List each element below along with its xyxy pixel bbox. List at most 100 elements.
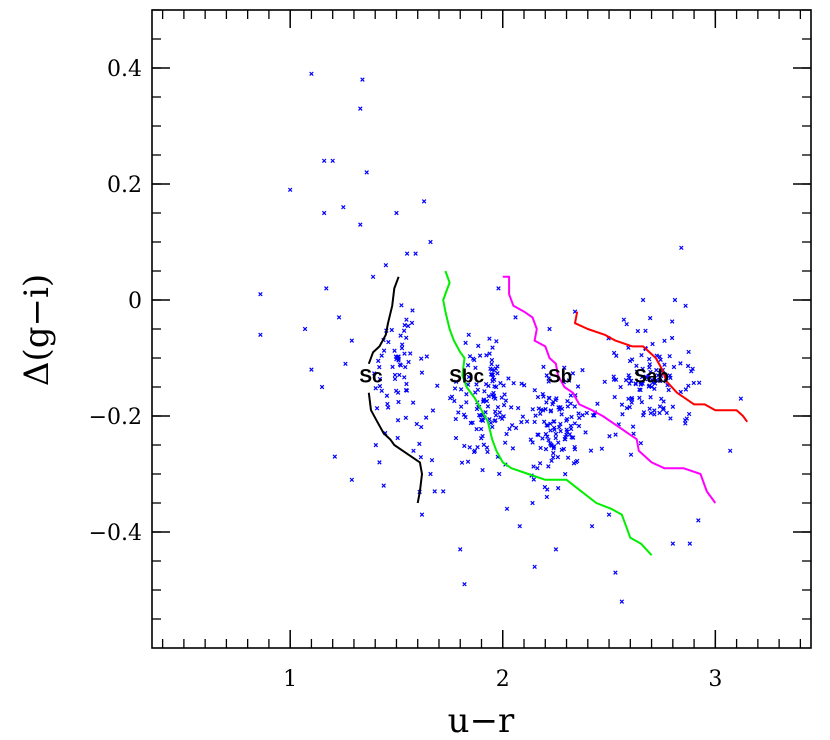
data-point xyxy=(467,354,473,359)
data-point xyxy=(397,372,402,378)
data-point xyxy=(626,373,631,378)
data-point xyxy=(487,336,492,341)
x-tick-label: 3 xyxy=(708,667,722,692)
data-point xyxy=(309,367,314,372)
x-tick-label: 1 xyxy=(283,667,297,692)
y-tick-label: 0 xyxy=(128,289,142,314)
data-point xyxy=(650,380,656,385)
data-point xyxy=(683,303,688,309)
data-point xyxy=(475,387,481,393)
data-point xyxy=(360,77,365,82)
data-point xyxy=(538,411,543,416)
data-point xyxy=(392,372,398,378)
data-point xyxy=(496,286,501,291)
data-point xyxy=(580,367,585,373)
curve-label-sab: Sab xyxy=(634,366,669,387)
data-point xyxy=(453,435,459,441)
data-point xyxy=(496,471,502,477)
data-point xyxy=(637,395,642,401)
data-point xyxy=(655,373,661,378)
data-point xyxy=(621,317,627,322)
data-point xyxy=(490,345,495,350)
model-curves xyxy=(367,270,749,556)
data-point xyxy=(404,388,410,393)
data-point xyxy=(456,410,461,415)
data-point xyxy=(548,421,553,426)
data-point xyxy=(647,365,652,370)
data-point xyxy=(633,381,639,387)
data-point xyxy=(558,428,563,434)
data-point xyxy=(461,412,467,417)
data-point xyxy=(546,376,551,381)
data-point xyxy=(377,364,382,370)
data-point xyxy=(478,426,484,432)
data-point xyxy=(547,326,552,332)
data-point xyxy=(614,353,619,358)
data-point xyxy=(476,412,482,418)
data-point xyxy=(540,391,545,397)
data-point xyxy=(532,419,537,425)
data-point xyxy=(565,398,570,404)
curve-sbc xyxy=(442,270,653,556)
data-point xyxy=(564,416,570,422)
data-point xyxy=(417,441,422,447)
data-point xyxy=(475,444,480,450)
data-point xyxy=(490,375,496,380)
y-tick-label: −0.2 xyxy=(89,405,142,430)
data-point xyxy=(549,458,554,464)
data-point xyxy=(697,380,702,385)
data-point xyxy=(565,455,571,460)
data-point xyxy=(406,359,411,365)
data-point xyxy=(495,371,500,376)
data-point xyxy=(498,380,503,386)
data-point xyxy=(640,366,645,372)
y-tick-label: −0.4 xyxy=(89,521,142,546)
data-point xyxy=(555,454,561,460)
data-point xyxy=(488,366,493,372)
data-point xyxy=(374,406,380,411)
data-point xyxy=(408,351,413,356)
data-point xyxy=(321,210,327,216)
data-point xyxy=(652,408,657,413)
data-point xyxy=(402,322,407,328)
data-point xyxy=(613,432,618,437)
data-point xyxy=(435,383,440,388)
data-point xyxy=(511,380,516,386)
data-point xyxy=(555,485,561,491)
data-point xyxy=(411,448,416,454)
data-point xyxy=(624,405,630,411)
x-tick-labels: 1 2 3 xyxy=(283,667,722,692)
data-point xyxy=(424,354,430,359)
data-point xyxy=(377,383,383,389)
data-point xyxy=(634,363,639,369)
data-point xyxy=(441,489,446,494)
data-point xyxy=(557,407,562,412)
data-point xyxy=(501,402,507,408)
data-point xyxy=(630,424,636,429)
data-point xyxy=(395,390,401,395)
data-point xyxy=(631,431,636,436)
data-point xyxy=(490,424,495,430)
data-point xyxy=(404,335,409,341)
data-point xyxy=(628,452,634,457)
data-point xyxy=(321,158,327,164)
data-point xyxy=(484,353,489,358)
data-point xyxy=(480,467,485,473)
data-points xyxy=(258,71,744,604)
data-point xyxy=(330,158,335,164)
plot-frame xyxy=(151,9,812,649)
data-point xyxy=(575,384,581,389)
data-point xyxy=(640,297,646,303)
data-point xyxy=(287,187,293,193)
data-point xyxy=(546,437,551,443)
data-point xyxy=(640,413,646,418)
data-point xyxy=(544,423,549,428)
data-point xyxy=(611,377,617,382)
data-point xyxy=(478,436,484,441)
data-point xyxy=(495,364,500,369)
data-point xyxy=(336,315,342,320)
data-point xyxy=(379,388,384,394)
data-point xyxy=(376,358,381,364)
data-point xyxy=(430,408,436,413)
data-point xyxy=(370,274,376,280)
